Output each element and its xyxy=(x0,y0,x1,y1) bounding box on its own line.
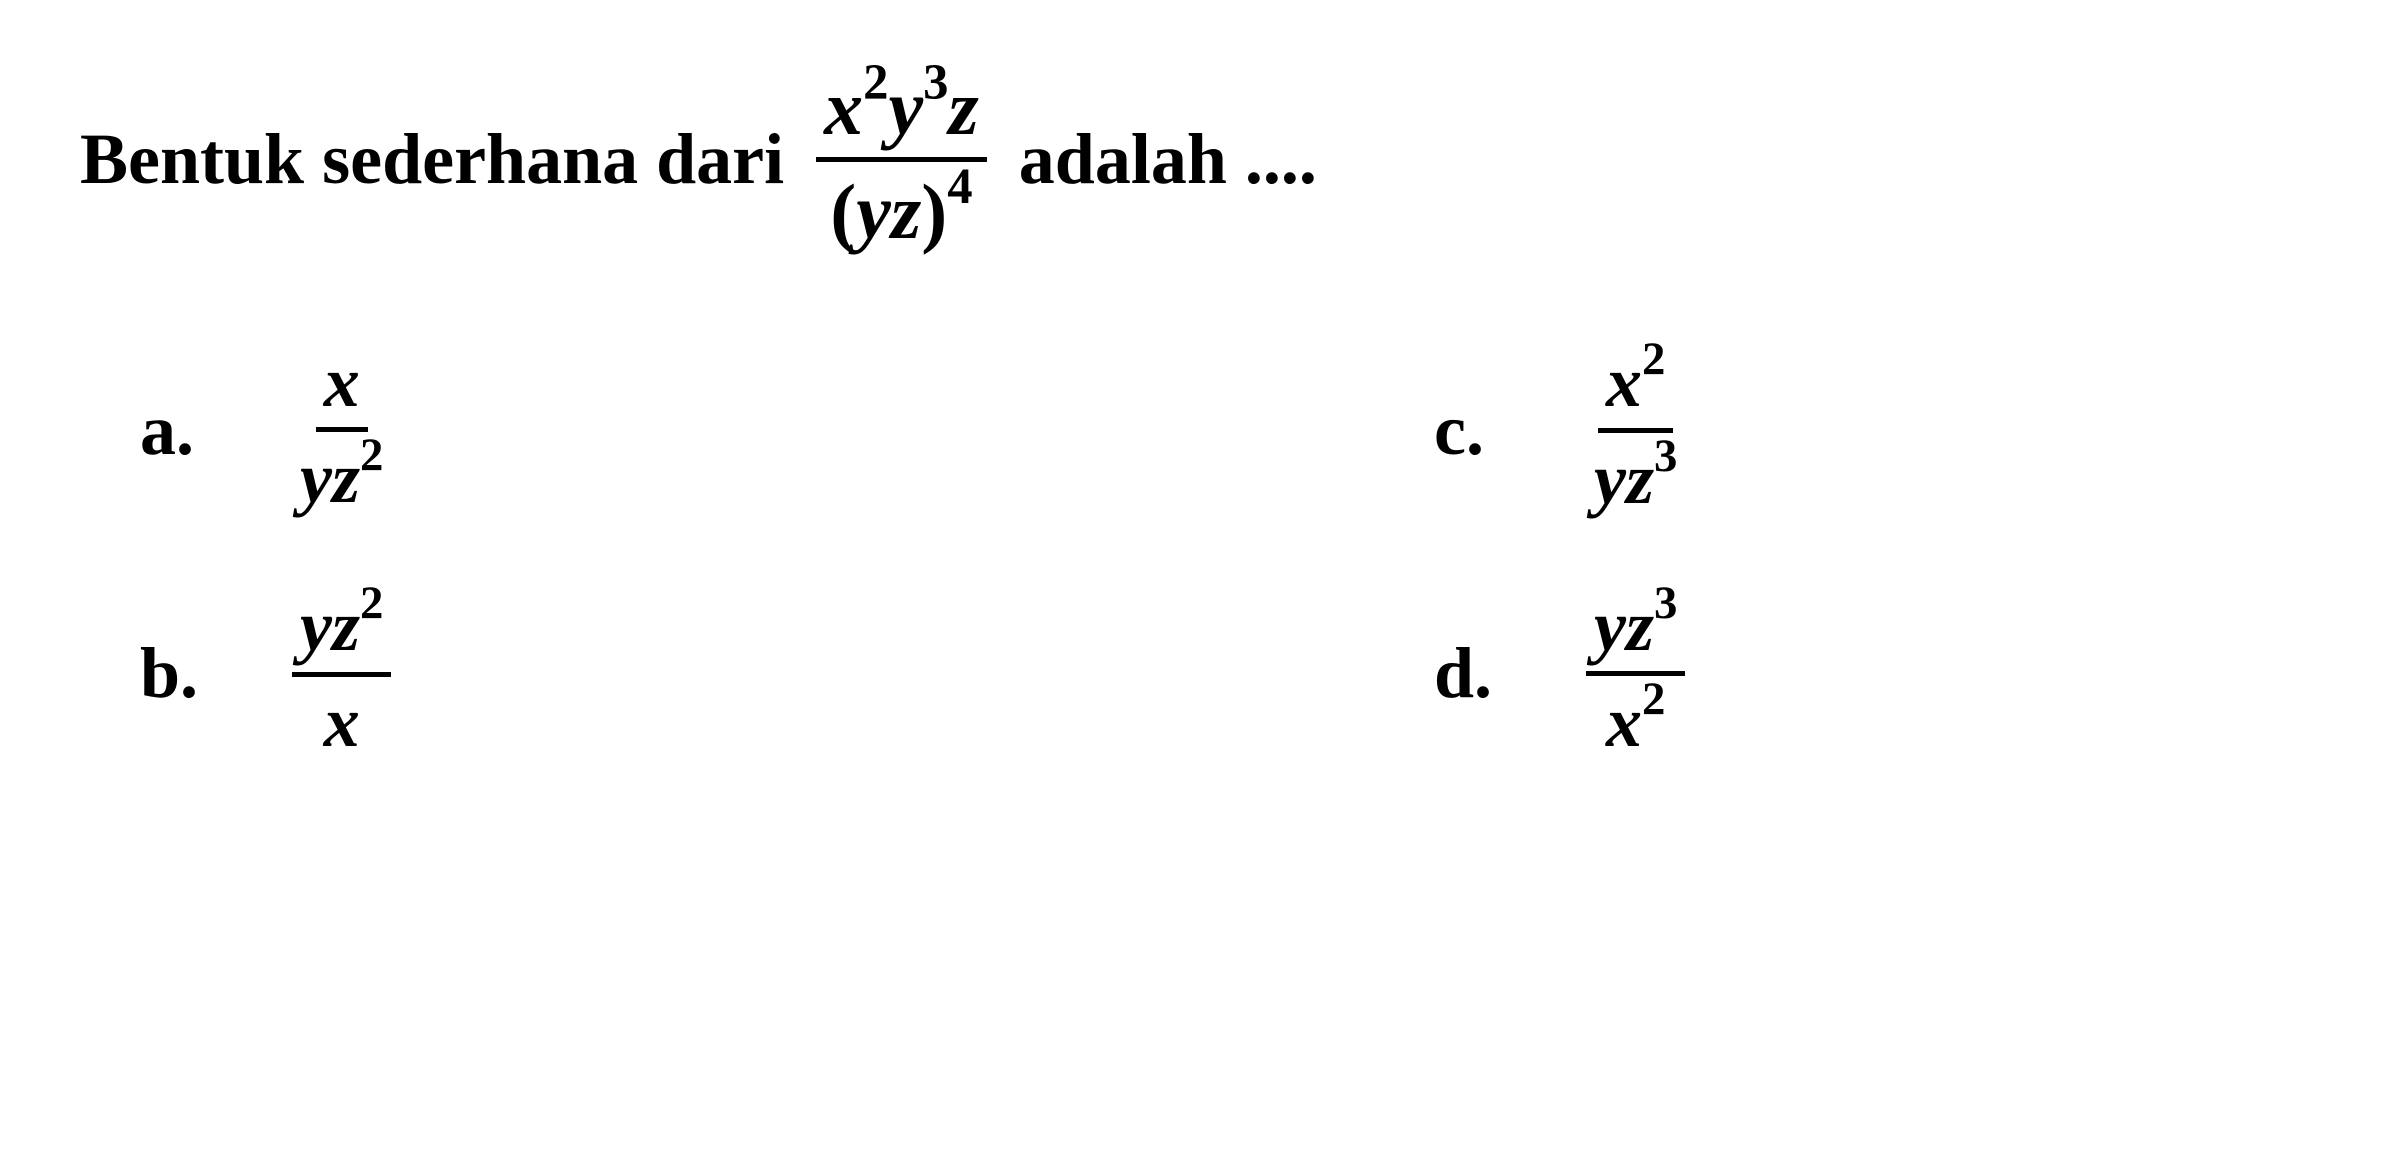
main-denominator: (yz)4 xyxy=(822,162,980,259)
option-b-fraction: yz2 x xyxy=(292,582,391,765)
options-grid: a. x yz2 c. x2 yz3 b. yz2 x xyxy=(80,338,2328,766)
option-d-fraction: yz3 x2 xyxy=(1586,582,1685,766)
main-numerator: x2y3z xyxy=(816,60,987,162)
option-c-denominator: yz3 xyxy=(1586,433,1685,522)
option-d-label: d. xyxy=(1434,632,1494,715)
option-a: a. x yz2 xyxy=(140,338,1034,522)
question-suffix: adalah .... xyxy=(1019,118,1317,201)
option-c: c. x2 yz3 xyxy=(1434,338,2328,522)
option-b-label: b. xyxy=(140,632,200,715)
option-b-numerator: yz2 xyxy=(292,582,391,676)
question-text: Bentuk sederhana dari x2y3z (yz)4 adalah… xyxy=(80,60,2328,258)
option-a-fraction: x yz2 xyxy=(292,339,391,522)
main-fraction: x2y3z (yz)4 xyxy=(816,60,987,258)
option-c-label: c. xyxy=(1434,389,1494,472)
option-a-label: a. xyxy=(140,389,200,472)
question-prefix: Bentuk sederhana dari xyxy=(80,118,784,201)
option-d: d. yz3 x2 xyxy=(1434,582,2328,766)
option-b: b. yz2 x xyxy=(140,582,1034,766)
option-b-denominator: x xyxy=(316,677,368,765)
option-a-numerator: x xyxy=(316,339,368,432)
option-c-numerator: x2 xyxy=(1598,338,1673,432)
option-d-numerator: yz3 xyxy=(1586,582,1685,676)
option-a-denominator: yz2 xyxy=(292,432,391,521)
option-d-denominator: x2 xyxy=(1598,676,1673,765)
option-c-fraction: x2 yz3 xyxy=(1586,338,1685,522)
